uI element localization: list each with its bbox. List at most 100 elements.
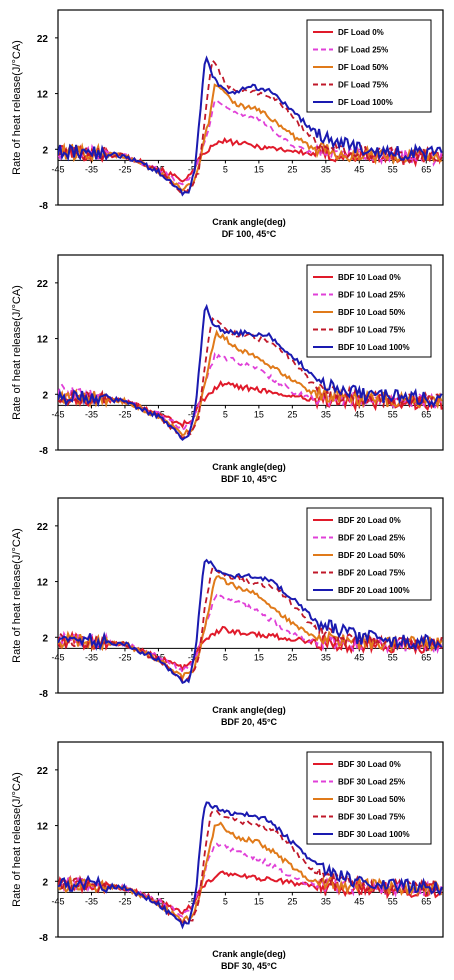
chart-caption: BDF 20, 45°C (221, 717, 278, 727)
y-tick-label: -8 (39, 933, 48, 944)
legend: BDF 20 Load 0% BDF 20 Load 25% BDF 20 Load… (306, 507, 432, 601)
x-tick-label: 65 (421, 164, 431, 174)
x-tick-label: -35 (85, 409, 98, 419)
chart-caption: BDF 30, 45°C (221, 961, 278, 971)
series-line-5 (58, 801, 443, 930)
series-group (58, 303, 443, 442)
legend-label: BDF 30 Load 75% (338, 813, 405, 822)
x-tick-label: -5 (188, 652, 196, 662)
x-tick-label: 55 (388, 409, 398, 419)
y-tick-label: 22 (37, 522, 49, 533)
legend-label: BDF 20 Load 50% (338, 551, 405, 560)
series-group (58, 55, 443, 197)
y-tick-label: 22 (37, 34, 49, 45)
x-tick-label: 25 (287, 409, 297, 419)
x-tick-label: -5 (188, 896, 196, 906)
legend-label: BDF 20 Load 0% (338, 516, 401, 525)
x-tick-label: -5 (188, 409, 196, 419)
legend-label: DF Load 75% (338, 81, 388, 90)
x-tick-label: 65 (421, 896, 431, 906)
series-line-4 (58, 809, 443, 928)
x-tick-label: -45 (51, 409, 64, 419)
x-tick-label: 15 (254, 409, 264, 419)
y-tick-label: 12 (37, 578, 49, 589)
x-tick-label: 35 (321, 652, 331, 662)
x-tick-label: -25 (118, 409, 131, 419)
chart-caption: BDF 10, 45°C (221, 474, 278, 484)
legend-label: BDF 30 Load 25% (338, 778, 405, 787)
x-tick-label: 25 (287, 652, 297, 662)
y-tick-label: 12 (37, 90, 49, 101)
x-tick-label: 25 (287, 896, 297, 906)
legend-label: BDF 10 Load 0% (338, 273, 401, 282)
y-tick-label: 12 (37, 335, 49, 346)
y-tick-label: -8 (39, 201, 48, 212)
legend-label: DF Load 25% (338, 46, 388, 55)
legend: BDF 10 Load 0% BDF 10 Load 25% BDF 10 Load… (306, 264, 432, 358)
y-tick-label: 2 (42, 390, 48, 401)
x-tick-label: 25 (287, 164, 297, 174)
x-axis-title: Crank angle(deg) (212, 462, 286, 472)
y-axis-title: Rate of heat release(J/°CA) (11, 40, 23, 175)
x-tick-label: 5 (223, 896, 228, 906)
y-tick-label: 2 (42, 145, 48, 156)
x-tick-label: 45 (354, 652, 364, 662)
y-tick-label: 2 (42, 633, 48, 644)
x-tick-label: -45 (51, 896, 64, 906)
x-axis-title: Crank angle(deg) (212, 217, 286, 227)
y-axis-title: Rate of heat release(J/°CA) (11, 772, 23, 907)
chart-caption: DF 100, 45°C (222, 229, 277, 239)
x-tick-label: -25 (118, 652, 131, 662)
x-tick-label: 55 (388, 896, 398, 906)
x-tick-label: -25 (118, 896, 131, 906)
series-line-5 (58, 558, 443, 685)
y-tick-label: 22 (37, 766, 49, 777)
legend-label: BDF 20 Load 75% (338, 569, 405, 578)
x-tick-label: -35 (85, 652, 98, 662)
x-tick-label: 55 (388, 164, 398, 174)
x-axis-title: Crank angle(deg) (212, 705, 286, 715)
x-tick-label: 45 (354, 164, 364, 174)
x-tick-label: -45 (51, 164, 64, 174)
x-tick-label: 65 (421, 409, 431, 419)
x-tick-label: -5 (188, 164, 196, 174)
y-axis-title: Rate of heat release(J/°CA) (11, 285, 23, 420)
legend-label: BDF 20 Load 25% (338, 534, 405, 543)
legend-label: BDF 10 Load 75% (338, 326, 405, 335)
x-tick-label: 5 (223, 164, 228, 174)
legend-label: BDF 10 Load 25% (338, 291, 405, 300)
series-line-5 (58, 55, 443, 197)
series-group (58, 801, 443, 930)
legend-label: BDF 30 Load 100% (338, 830, 410, 839)
x-tick-label: 5 (223, 652, 228, 662)
x-tick-label: 65 (421, 652, 431, 662)
x-tick-label: 15 (254, 896, 264, 906)
legend: BDF 30 Load 0% BDF 30 Load 25% BDF 30 Load… (306, 751, 432, 845)
x-tick-label: 35 (321, 409, 331, 419)
legend-label: DF Load 0% (338, 28, 384, 37)
x-tick-label: 35 (321, 896, 331, 906)
x-tick-label: 45 (354, 896, 364, 906)
legend-label: DF Load 100% (338, 98, 393, 107)
x-tick-label: -35 (85, 164, 98, 174)
x-axis-title: Crank angle(deg) (212, 949, 286, 959)
x-tick-label: 15 (254, 652, 264, 662)
x-tick-label: 5 (223, 409, 228, 419)
x-tick-label: 15 (254, 164, 264, 174)
series-line-5 (58, 303, 443, 442)
legend-label: DF Load 50% (338, 63, 388, 72)
legend: DF Load 0% DF Load 25% DF Load 50% DF Load … (306, 19, 432, 113)
y-tick-label: -8 (39, 446, 48, 457)
x-tick-label: 45 (354, 409, 364, 419)
x-tick-label: -45 (51, 652, 64, 662)
x-tick-label: 35 (321, 164, 331, 174)
series-group (58, 558, 443, 685)
x-tick-label: -25 (118, 164, 131, 174)
y-tick-label: 22 (37, 279, 49, 290)
legend-label: BDF 20 Load 100% (338, 586, 410, 595)
legend-label: BDF 30 Load 0% (338, 760, 401, 769)
